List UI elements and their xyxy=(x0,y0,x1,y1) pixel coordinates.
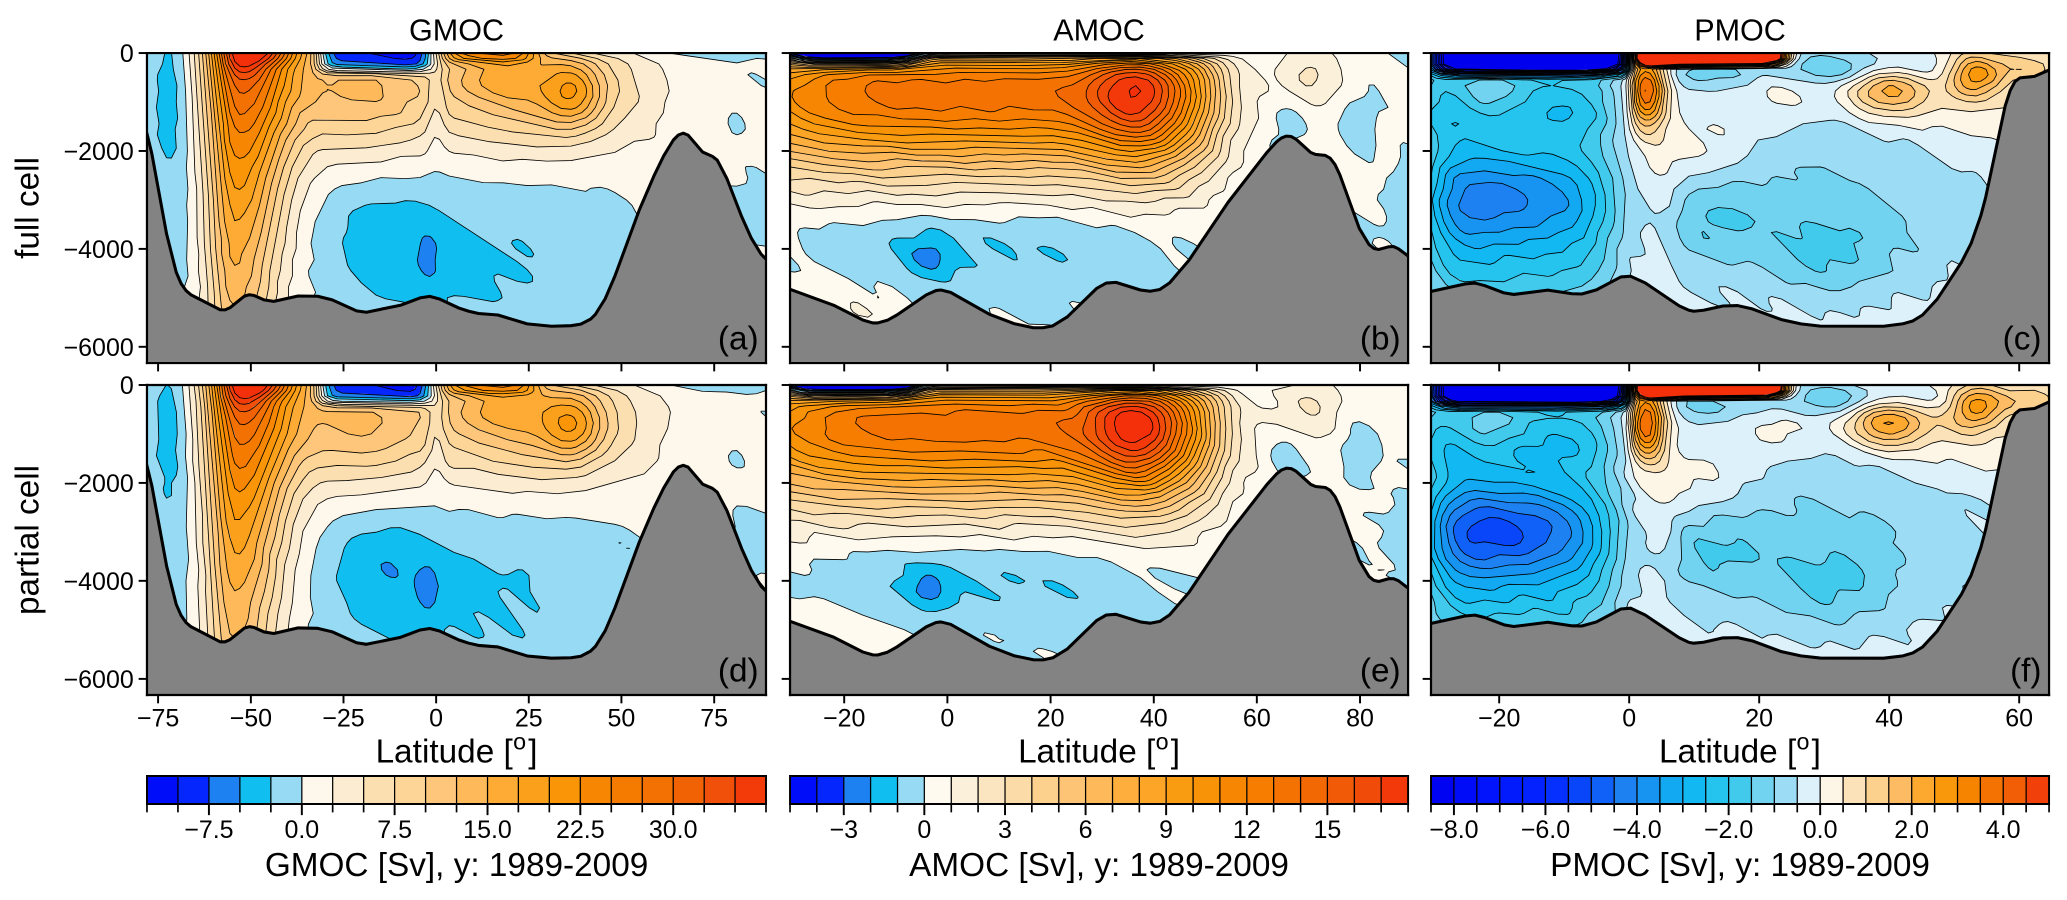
svg-text:partial cell: partial cell xyxy=(10,465,47,615)
svg-text:60: 60 xyxy=(2005,704,2033,732)
svg-text:0: 0 xyxy=(120,372,134,400)
svg-text:0: 0 xyxy=(917,816,931,844)
svg-text:AMOC: AMOC xyxy=(1053,14,1145,48)
svg-text:(e): (e) xyxy=(1360,652,1401,689)
svg-text:−20: −20 xyxy=(1478,704,1520,732)
svg-text:−2000: −2000 xyxy=(64,138,134,166)
svg-text:9: 9 xyxy=(1159,816,1173,844)
svg-text:(d): (d) xyxy=(718,652,759,689)
svg-text:4.0: 4.0 xyxy=(1986,816,2021,844)
svg-text:(b): (b) xyxy=(1360,320,1401,357)
svg-text:PMOC [Sv], y: 1989-2009: PMOC [Sv], y: 1989-2009 xyxy=(1550,847,1930,884)
svg-text:0: 0 xyxy=(1622,704,1636,732)
svg-text:22.5: 22.5 xyxy=(556,816,605,844)
svg-text:−2000: −2000 xyxy=(64,470,134,498)
svg-text:full cell: full cell xyxy=(10,157,47,259)
svg-text:0: 0 xyxy=(120,40,134,68)
svg-text:30.0: 30.0 xyxy=(649,816,698,844)
svg-text:−2.0: −2.0 xyxy=(1704,816,1753,844)
svg-text:(c): (c) xyxy=(2003,320,2042,357)
svg-text:15: 15 xyxy=(1313,816,1341,844)
svg-text:−7.5: −7.5 xyxy=(184,816,233,844)
svg-text:AMOC [Sv], y: 1989-2009: AMOC [Sv], y: 1989-2009 xyxy=(909,847,1289,884)
svg-text:15.0: 15.0 xyxy=(463,816,512,844)
svg-text:GMOC [Sv], y: 1989-2009: GMOC [Sv], y: 1989-2009 xyxy=(265,847,648,884)
svg-text:80: 80 xyxy=(1346,704,1374,732)
svg-text:−25: −25 xyxy=(322,704,364,732)
svg-text:(a): (a) xyxy=(718,320,759,357)
svg-text:40: 40 xyxy=(1140,704,1168,732)
svg-text:−75: −75 xyxy=(137,704,179,732)
svg-text:0: 0 xyxy=(429,704,443,732)
svg-text:75: 75 xyxy=(700,704,728,732)
svg-text:−6.0: −6.0 xyxy=(1521,816,1570,844)
svg-text:20: 20 xyxy=(1037,704,1065,732)
svg-text:−4000: −4000 xyxy=(64,568,134,596)
svg-text:L a t i: L a t i t u d e [ ] o xyxy=(1659,729,1827,771)
svg-text:0: 0 xyxy=(940,704,954,732)
svg-text:2.0: 2.0 xyxy=(1894,816,1929,844)
svg-text:20: 20 xyxy=(1745,704,1773,732)
svg-text:−4.0: −4.0 xyxy=(1612,816,1661,844)
svg-text:L a t i: L a t i t u d e [ ] o xyxy=(1018,729,1186,771)
svg-text:−6000: −6000 xyxy=(64,334,134,362)
svg-text:7.5: 7.5 xyxy=(377,816,412,844)
svg-text:40: 40 xyxy=(1875,704,1903,732)
svg-text:50: 50 xyxy=(608,704,636,732)
svg-text:−8.0: −8.0 xyxy=(1429,816,1478,844)
svg-text:L a t i: L a t i t u d e [ ] o xyxy=(376,729,544,771)
svg-text:−20: −20 xyxy=(823,704,865,732)
svg-text:−6000: −6000 xyxy=(64,666,134,694)
svg-text:PMOC: PMOC xyxy=(1694,14,1786,48)
svg-text:GMOC: GMOC xyxy=(409,14,504,48)
svg-text:12: 12 xyxy=(1233,816,1261,844)
svg-text:25: 25 xyxy=(515,704,543,732)
svg-text:−4000: −4000 xyxy=(64,236,134,264)
svg-text:0.0: 0.0 xyxy=(284,816,319,844)
svg-text:−50: −50 xyxy=(230,704,272,732)
svg-text:6: 6 xyxy=(1079,816,1093,844)
svg-text:60: 60 xyxy=(1243,704,1271,732)
svg-text:−3: −3 xyxy=(830,816,859,844)
svg-text:0.0: 0.0 xyxy=(1803,816,1838,844)
svg-text:3: 3 xyxy=(998,816,1012,844)
svg-text:(f): (f) xyxy=(2010,652,2041,689)
